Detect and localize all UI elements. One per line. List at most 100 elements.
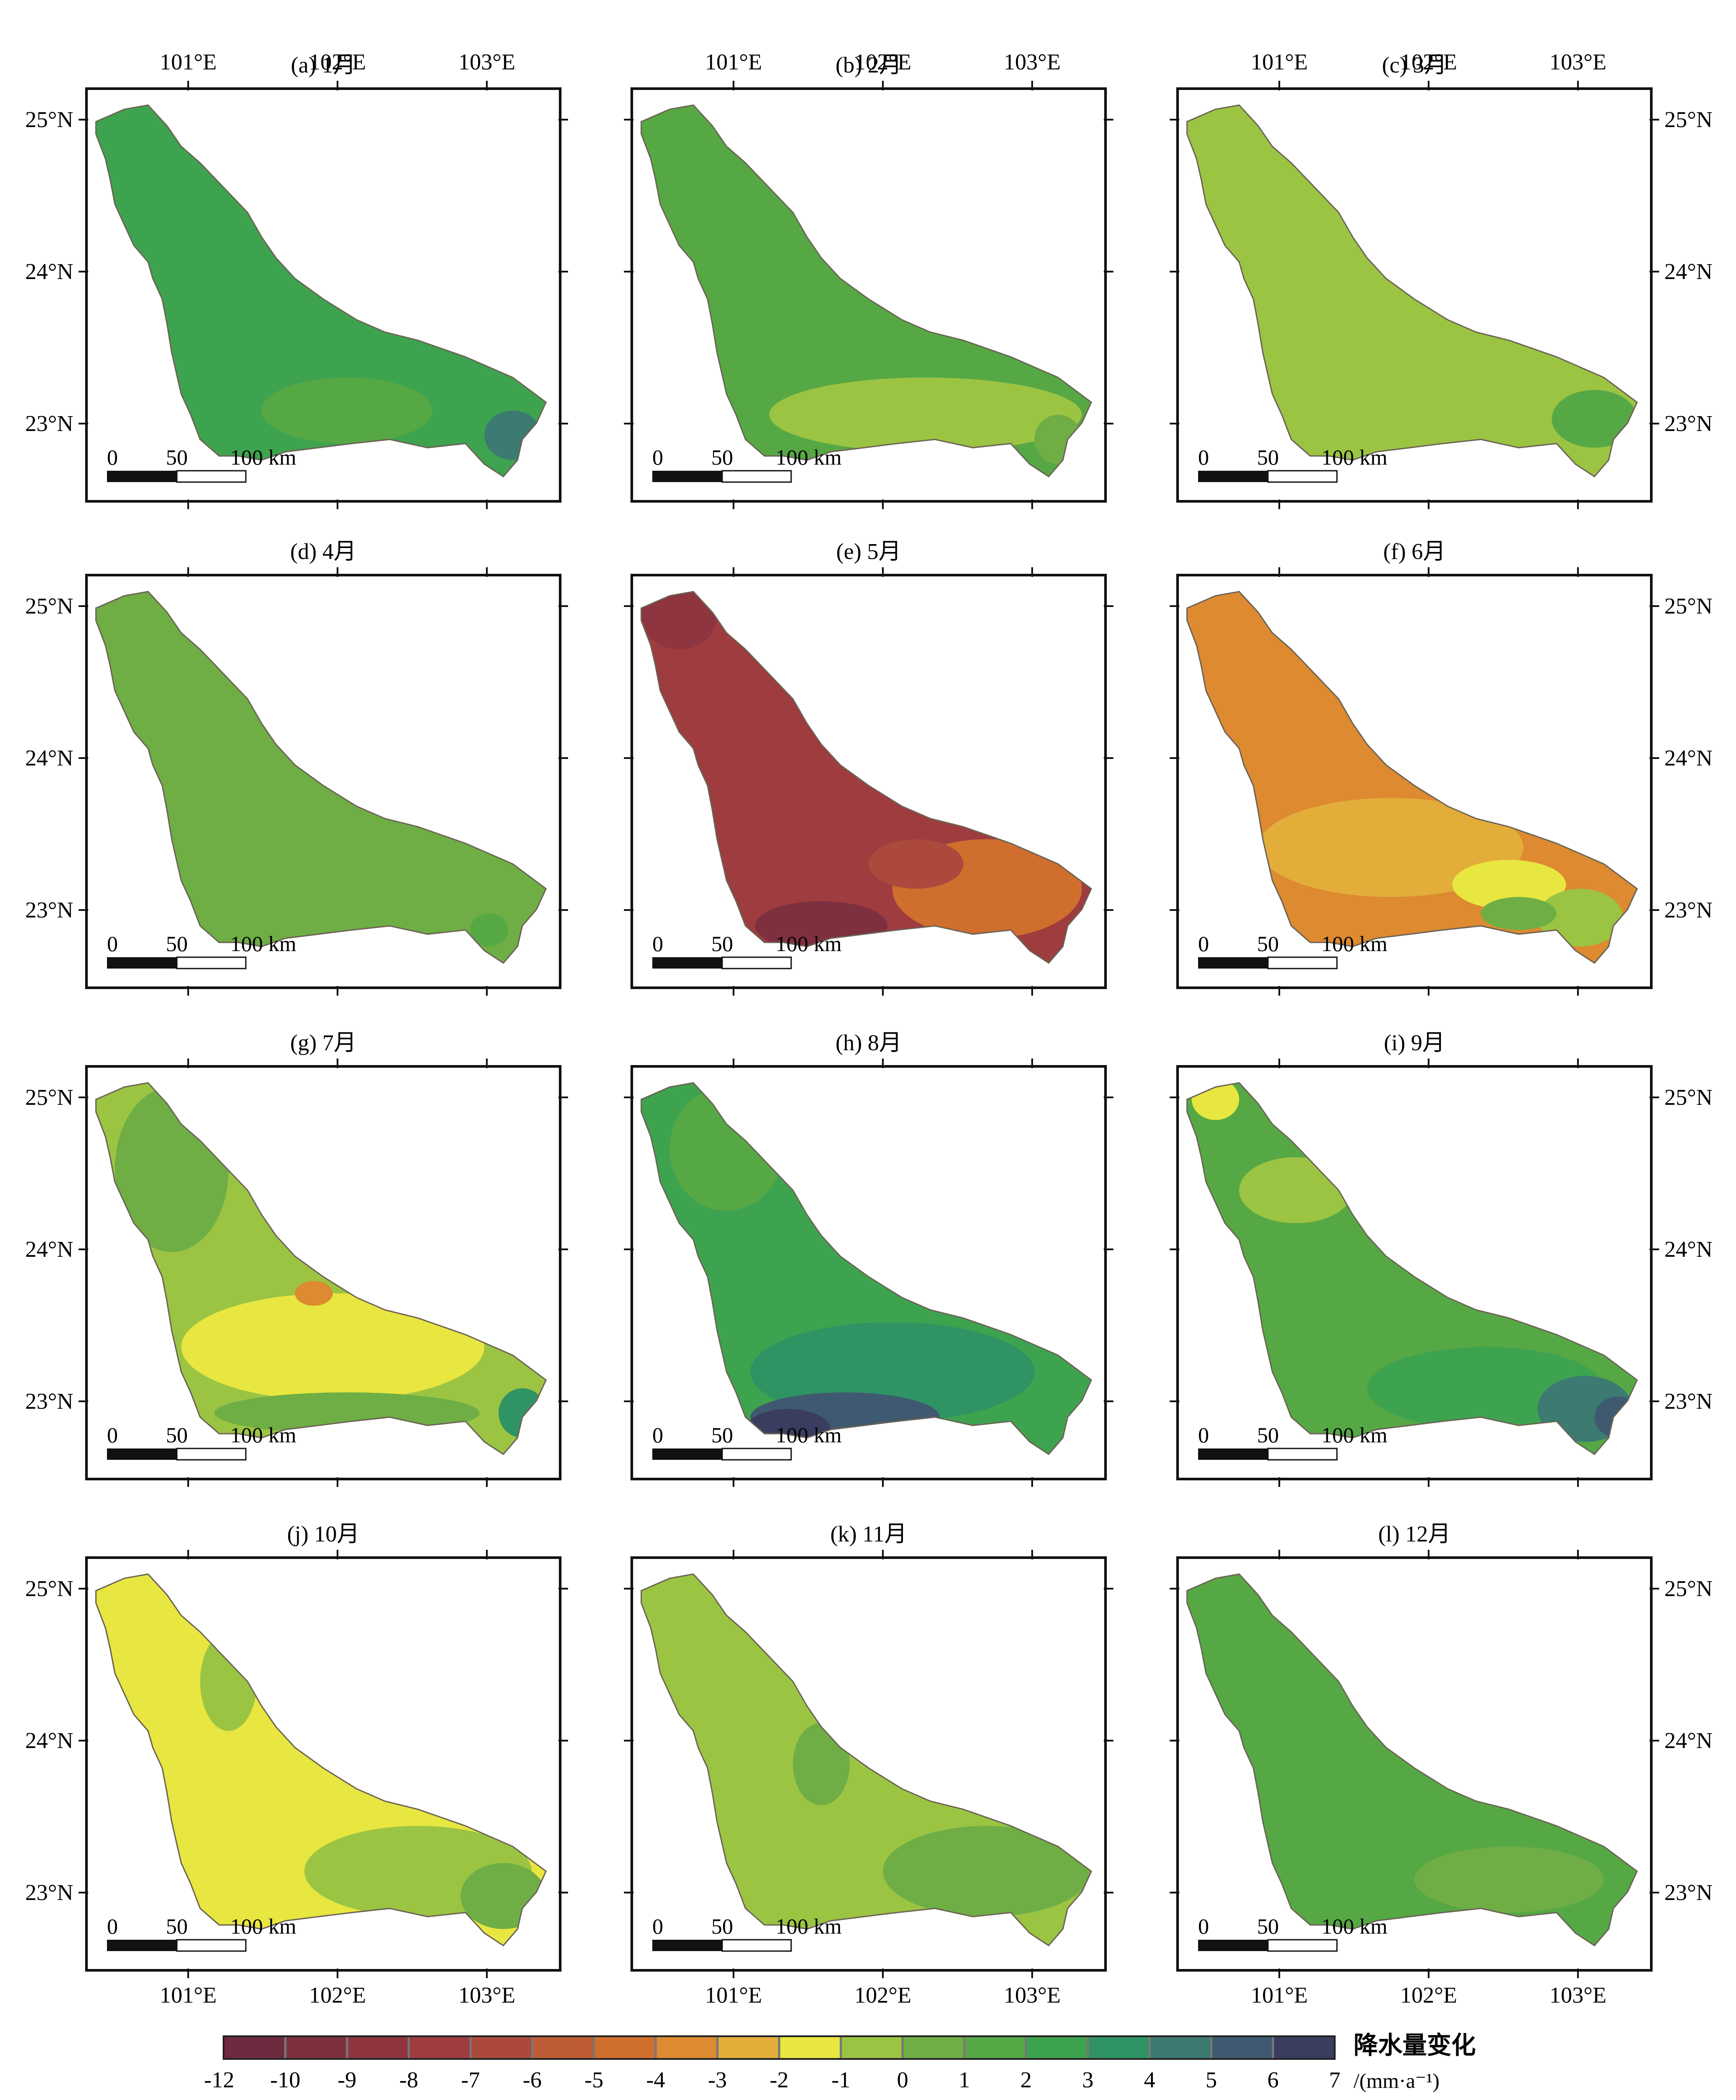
basin-outline — [1186, 591, 1638, 964]
value-zone — [1239, 1157, 1353, 1224]
colorbar-tick-label: 5 — [1206, 2068, 1217, 2093]
scale-bar: 0 50 100 km — [652, 1423, 842, 1461]
scale-bar-segment — [1198, 471, 1268, 482]
scale-bar-label: 100 km — [1321, 931, 1388, 956]
colorbar-swatch — [840, 2036, 903, 2059]
scale-bar-label: 50 — [711, 931, 733, 956]
colorbar-swatch — [285, 2036, 348, 2059]
map-panel: (k) 11月 101°E 102°E 103°E 0 50 100 km — [624, 1522, 1113, 2008]
lon-tick-label: 101°E — [705, 50, 762, 75]
scale-bar-label: 0 — [1198, 1914, 1209, 1938]
scale-bar-segment — [652, 1940, 722, 1951]
value-zones — [792, 1723, 1092, 1917]
lon-tick-label: 102°E — [1400, 1983, 1457, 2008]
scale-bar-segment — [107, 957, 177, 969]
map-panel: (c) 3月 101°E 102°E 103°E 25°N 24°N 23°N 0 50 100 … — [1170, 50, 1712, 509]
scale-bar-label: 50 — [711, 445, 733, 469]
lat-tick-label: 24°N — [25, 259, 73, 284]
panel-title: (g) 7月 — [290, 1031, 357, 1055]
scale-bar-label: 0 — [652, 1423, 663, 1447]
colorbar-tick-label: -10 — [270, 2068, 300, 2093]
scale-bar-label: 50 — [1257, 1423, 1279, 1447]
scale-bar: 0 50 100 km — [652, 1914, 842, 1952]
scale-bar: 0 50 100 km — [107, 1423, 296, 1461]
scale-bar: 0 50 100 km — [1198, 1423, 1388, 1461]
scale-bar-label: 100 km — [230, 445, 296, 469]
lat-tick-label: 24°N — [1664, 1728, 1712, 1753]
scale-bar-label: 50 — [711, 1914, 733, 1938]
colorbar-tick-label: -6 — [523, 2068, 541, 2093]
panel-title: (d) 4月 — [290, 539, 357, 564]
panel-title: (l) 12月 — [1378, 1522, 1450, 1547]
value-zone — [295, 1281, 333, 1306]
lat-tick-label: 24°N — [25, 746, 73, 771]
map-frame — [1176, 1556, 1653, 1972]
scale-bar-label: 100 km — [775, 445, 842, 469]
lat-tick-label: 23°N — [1664, 898, 1712, 923]
scale-bar: 0 50 100 km — [107, 445, 296, 483]
colorbar-tick-label: 3 — [1082, 2068, 1093, 2093]
map-frame — [630, 1065, 1107, 1480]
scale-bar-label: 100 km — [230, 931, 296, 956]
value-zone — [641, 591, 717, 650]
map-frame — [85, 1556, 561, 1972]
lat-tick-label: 23°N — [25, 1880, 73, 1905]
colorbar-tick-label: 1 — [959, 2068, 970, 2093]
map-frame — [85, 87, 561, 503]
lat-tick-label: 25°N — [25, 1576, 73, 1601]
lat-tick-label: 24°N — [1664, 1237, 1712, 1262]
scale-bar-label: 50 — [166, 1423, 188, 1447]
scale-bar-segment — [107, 471, 177, 482]
basin-outline — [95, 1082, 547, 1455]
basin-outline — [95, 591, 547, 964]
scale-bar-label: 100 km — [775, 1423, 842, 1447]
scale-bar-label: 0 — [652, 931, 663, 956]
value-zone — [1034, 414, 1082, 464]
value-zone — [1552, 390, 1637, 448]
value-zone — [769, 377, 1082, 452]
panel-title: (j) 10月 — [287, 1522, 359, 1547]
lat-tick-label: 24°N — [25, 1728, 73, 1753]
value-zones — [200, 1632, 546, 1929]
lat-tick-label: 23°N — [25, 898, 73, 923]
lat-tick-label: 25°N — [1664, 1085, 1712, 1110]
lat-tick-label: 25°N — [25, 594, 73, 619]
map-frame — [85, 1065, 561, 1480]
lat-tick-label: 25°N — [1664, 594, 1712, 619]
colorbar: -12 -10 -9 -8 -7 -6 -5 -4 -3 -2 -1 0 1 2 3 4 5 6 7降水量变化/(m… — [204, 2031, 1476, 2093]
scale-bar: 0 50 100 km — [1198, 1914, 1388, 1952]
colorbar-tick-label: -9 — [338, 2068, 356, 2093]
lon-tick-label: 102°E — [1400, 50, 1457, 75]
colorbar-label: 降水量变化 — [1354, 2031, 1476, 2060]
colorbar-swatch — [470, 2036, 533, 2059]
lon-tick-label: 102°E — [854, 1983, 912, 2008]
colorbar-swatch — [224, 2036, 286, 2059]
scale-bar: 0 50 100 km — [1198, 931, 1388, 969]
basin-outline — [95, 1573, 547, 1947]
map-panel: (j) 10月 101°E 102°E 103°E 25°N 24°N 23°N 0 50 100… — [25, 1522, 568, 2008]
lat-tick-label: 25°N — [25, 1085, 73, 1110]
value-zone — [868, 839, 964, 889]
scale-bar-segment — [176, 1448, 247, 1461]
lat-tick-label: 23°N — [1664, 1389, 1712, 1414]
lat-tick-label: 23°N — [25, 1389, 73, 1414]
basin-outline — [641, 1082, 1092, 1455]
colorbar-swatch — [1149, 2036, 1212, 2059]
colorbar-tick-label: 6 — [1268, 2068, 1279, 2093]
panel-title: (a) 1月 — [291, 53, 356, 78]
value-zone — [792, 1723, 850, 1805]
scale-bar-label: 100 km — [230, 1423, 296, 1447]
basin-outline — [641, 104, 1092, 478]
lat-tick-label: 24°N — [1664, 746, 1712, 771]
lon-tick-label: 103°E — [1004, 50, 1061, 75]
map-panel: (f) 6月 25°N 24°N 23°N 0 50 100 km — [1170, 539, 1712, 996]
panel-title: (h) 8月 — [836, 1031, 902, 1055]
colorbar-swatch — [594, 2036, 656, 2059]
basin-outline — [641, 1573, 1092, 1947]
lat-tick-label: 24°N — [25, 1237, 73, 1262]
lat-tick-label: 25°N — [1664, 107, 1712, 132]
scale-bar-label: 50 — [166, 931, 188, 956]
map-frame — [630, 574, 1107, 989]
value-zones — [1192, 1083, 1637, 1442]
